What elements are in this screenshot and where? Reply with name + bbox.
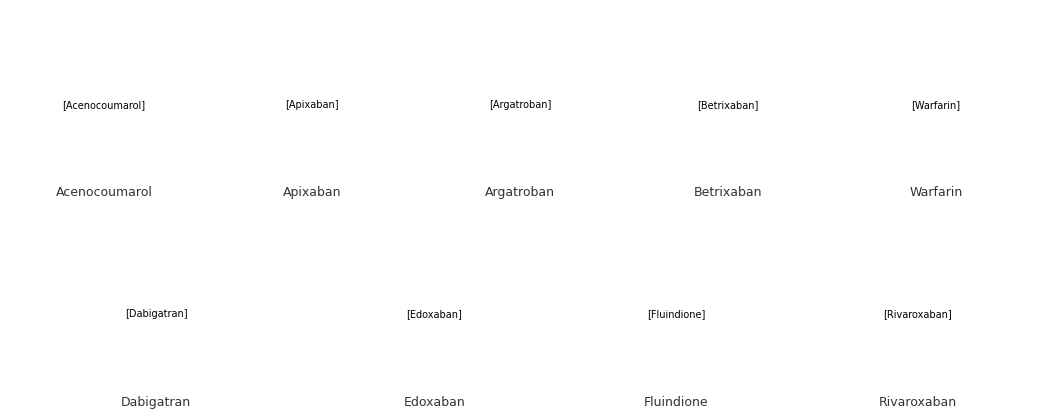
Text: [Acenocoumarol]: [Acenocoumarol] xyxy=(62,100,146,110)
Text: [Argatroban]: [Argatroban] xyxy=(489,100,551,110)
Text: Acenocoumarol: Acenocoumarol xyxy=(55,186,153,199)
Text: [Rivaroxaban]: [Rivaroxaban] xyxy=(883,309,953,319)
Text: Betrixaban: Betrixaban xyxy=(694,186,762,199)
Text: [Betrixaban]: [Betrixaban] xyxy=(697,100,759,110)
Text: [Warfarin]: [Warfarin] xyxy=(911,100,961,110)
Text: [Edoxaban]: [Edoxaban] xyxy=(407,309,462,319)
Text: Fluindione: Fluindione xyxy=(644,396,708,409)
Text: Warfarin: Warfarin xyxy=(909,186,963,199)
Text: Apixaban: Apixaban xyxy=(283,186,341,199)
Text: Rivaroxaban: Rivaroxaban xyxy=(879,396,957,409)
Text: Edoxaban: Edoxaban xyxy=(404,396,465,409)
Text: Argatroban: Argatroban xyxy=(485,186,555,199)
Text: [Apixaban]: [Apixaban] xyxy=(285,100,339,110)
Text: [Fluindione]: [Fluindione] xyxy=(647,309,705,319)
Text: Dabigatran: Dabigatran xyxy=(121,396,191,409)
Text: [Dabigatran]: [Dabigatran] xyxy=(125,309,187,319)
